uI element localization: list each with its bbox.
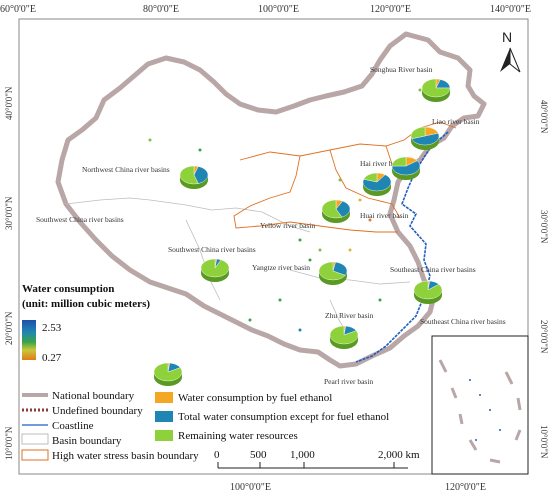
basin-label-pearl: Pearl river basin [324, 377, 373, 386]
pie-side [392, 166, 420, 180]
pie-3 [391, 156, 421, 180]
pie-side [154, 372, 182, 386]
scale-tick-2000: 2,000 km [378, 449, 420, 461]
pie-side [330, 335, 358, 349]
pie-side [319, 271, 347, 285]
graticule-right-10: 10°0'0"N [539, 425, 549, 459]
scale-bar: 0 500 1,000 2,000 km [214, 449, 420, 469]
pie-7 [200, 258, 230, 282]
south-china-sea-inset [431, 335, 529, 475]
pie-legend: Water consumption by fuel ethanol Total … [155, 392, 389, 442]
graticule-left-20: 20°0'0"N [4, 311, 14, 345]
colorbar: Water consumption (unit: million cubic m… [22, 283, 150, 364]
scale-tick-1000: 1,000 [290, 449, 315, 461]
graticule-bottom-100: 100°0'0"E [230, 482, 271, 493]
consumption-speckles [148, 88, 442, 332]
pie-side [180, 175, 208, 189]
legend-high-stress: High water stress basin boundary [52, 450, 199, 462]
basin-label-huai: Huai river basin [360, 211, 409, 220]
basin-label-southeast-1: Southeast China river basins [390, 265, 476, 274]
colorbar-ramp [22, 320, 36, 360]
pie-slice-remaining [410, 126, 426, 140]
pie-2 [410, 126, 440, 150]
pie-slice-remaining [200, 258, 230, 278]
pie-side [363, 182, 391, 196]
pie-slice-other [391, 160, 421, 176]
north-label: N [502, 29, 512, 45]
basin-label-zhu: Zhu River basin [325, 311, 374, 320]
pie-legend-fuel: Water consumption by fuel ethanol [178, 392, 332, 404]
graticule-right-40: 40°0'0"N [539, 100, 549, 134]
pie-slice-other [335, 200, 351, 218]
pie-slice-remaining [179, 165, 199, 185]
graticule-top-140: 140°0'0"E [490, 4, 531, 15]
pie-slice-remaining [413, 280, 443, 300]
pie-slice-other [411, 132, 440, 146]
pie-slice-remaining [153, 362, 183, 382]
graticule-top-80: 80°0'0"E [143, 4, 179, 15]
pie-side [322, 209, 350, 223]
graticule-top-60: 60°0'0"E [0, 4, 36, 15]
pie-slice-remaining [321, 199, 343, 219]
graticule-left-30: 30°0'0"N [4, 196, 14, 230]
pie-legend-other: Total water consumption except for fuel … [178, 411, 389, 423]
pie-8 [318, 261, 348, 285]
pie-slice-other [362, 174, 392, 192]
pie-slice-remaining [363, 172, 378, 183]
pie-side [422, 88, 450, 102]
map-frame [18, 18, 529, 475]
pie-1 [421, 78, 451, 102]
pie-legend-remaining: Remaining water resources [178, 430, 298, 442]
pie-6 [321, 199, 351, 223]
pie-slice-remaining [318, 261, 346, 281]
line-legend: National boundary Undefined boundary Coa… [21, 390, 199, 462]
pie-11 [153, 362, 183, 386]
pie-4 [179, 165, 209, 189]
pie-slice-remaining [329, 325, 359, 345]
basin-label-southwest-2: Southwest China river basins [168, 245, 256, 254]
pie-slice-other [193, 166, 209, 184]
basin-label-songhua: Songhua River basin [370, 65, 433, 74]
legend-basin: Basin boundary [52, 435, 122, 447]
colorbar-max: 2.53 [42, 322, 62, 334]
graticule-bottom-120: 120°0'0"E [445, 482, 486, 493]
graticule-top-100: 100°0'0"E [258, 4, 299, 15]
legend-national: National boundary [52, 390, 135, 402]
basin-labels: Songhua River basin Liao river basin Hai… [36, 65, 506, 386]
graticule-right-30: 30°0'0"N [539, 210, 549, 244]
graticule-left-40: 40°0'0"N [4, 86, 14, 120]
basin-pies [153, 78, 451, 386]
pie-slice-remaining [391, 156, 407, 167]
pie-side [201, 268, 229, 282]
colorbar-title-2: (unit: million cubic meters) [22, 298, 150, 310]
graticule-right-20: 20°0'0"N [539, 320, 549, 354]
north-arrow: N [500, 29, 521, 73]
pie-9 [413, 280, 443, 304]
pie-side [411, 136, 439, 150]
pie-slice-remaining [421, 78, 451, 98]
legend-coastline: Coastline [52, 420, 94, 432]
basin-label-yangtze: Yangtze river basin [252, 263, 310, 272]
pie-5 [362, 172, 392, 196]
basin-label-southwest-1: Southwest China river basins [36, 215, 124, 224]
graticule-labels: 60°0'0"E 80°0'0"E 100°0'0"E 120°0'0"E 14… [0, 4, 549, 493]
graticule-left-10: 10°0'0"N [4, 426, 14, 460]
scale-tick-0: 0 [214, 449, 220, 461]
legend-undefined: Undefined boundary [52, 405, 143, 417]
pie-side [414, 290, 442, 304]
basin-label-hai: Hai river basin [360, 159, 405, 168]
scale-tick-500: 500 [250, 449, 267, 461]
pie-10 [329, 325, 359, 349]
colorbar-title-1: Water consumption [22, 283, 114, 295]
colorbar-min: 0.27 [42, 352, 62, 364]
basin-label-yellow: Yellow river basin [260, 221, 315, 230]
basin-label-liao: Liao river basin [432, 117, 480, 126]
basin-label-northwest: Northwest China river basins [82, 165, 170, 174]
basin-label-southeast-2: Southeast China river basins [420, 317, 506, 326]
graticule-top-120: 120°0'0"E [370, 4, 411, 15]
